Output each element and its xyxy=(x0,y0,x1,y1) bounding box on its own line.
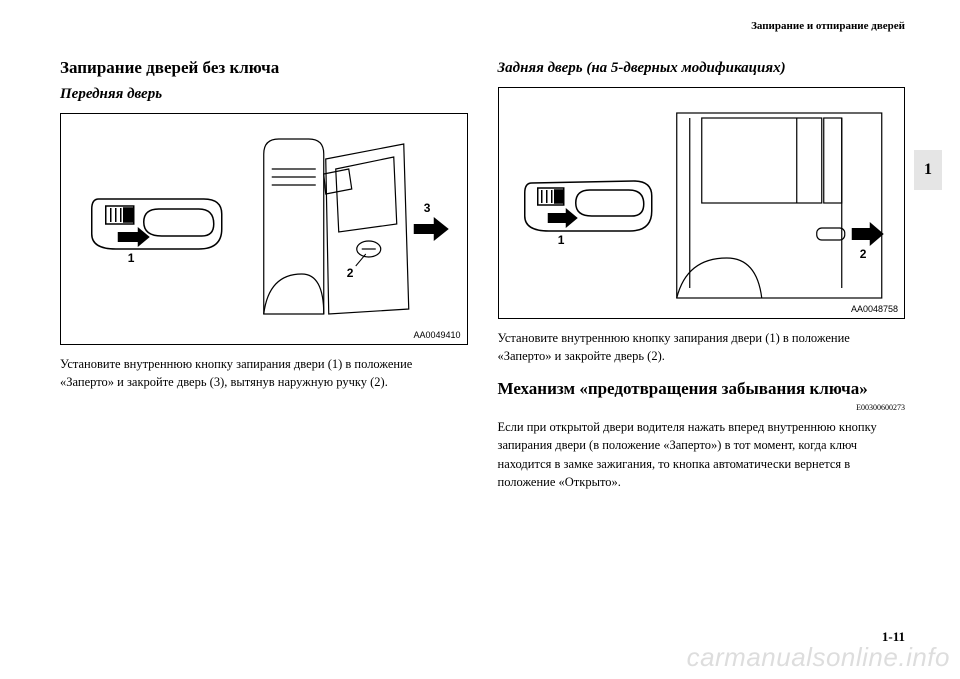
label-1-right: 1 xyxy=(557,233,564,247)
caption-left: Установите внутреннюю кнопку запирания д… xyxy=(60,355,468,391)
label-1-left: 1 xyxy=(128,251,135,265)
figure-id-left: AA0049410 xyxy=(413,330,460,340)
rear-door-illustration: 1 2 xyxy=(499,88,905,318)
page-content: Запирание дверей без ключа Передняя двер… xyxy=(0,0,960,497)
label-2-left: 2 xyxy=(347,266,354,280)
subsection-title-left: Передняя дверь xyxy=(60,86,468,103)
left-column: Запирание дверей без ключа Передняя двер… xyxy=(60,28,468,497)
mechanism-code: E00300600273 xyxy=(498,403,906,412)
subsection-title-right: Задняя дверь (на 5-дверных модификациях) xyxy=(498,60,906,77)
mechanism-title: Механизм «предотвращения забывания ключа… xyxy=(498,379,906,399)
figure-id-right: AA0048758 xyxy=(851,304,898,314)
figure-front-door: 1 xyxy=(60,113,468,345)
watermark: carmanualsonline.info xyxy=(687,642,950,673)
label-2-right: 2 xyxy=(859,247,866,261)
mechanism-body: Если при открытой двери водителя нажать … xyxy=(498,418,906,491)
right-column: Задняя дверь (на 5-дверных модификациях)… xyxy=(498,28,906,497)
caption-right: Установите внутреннюю кнопку запирания д… xyxy=(498,329,906,365)
front-door-illustration: 1 xyxy=(61,114,467,344)
section-title-left: Запирание дверей без ключа xyxy=(60,58,468,78)
figure-rear-door: 1 2 xyxy=(498,87,906,319)
label-3-left: 3 xyxy=(424,201,431,215)
